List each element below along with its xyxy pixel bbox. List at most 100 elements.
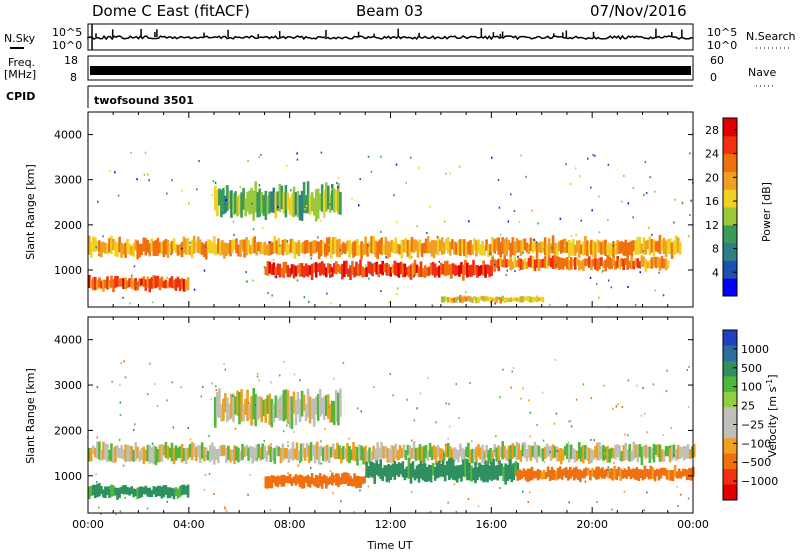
power-speckle xyxy=(367,244,369,247)
power-speckle xyxy=(535,241,538,244)
velocity-cell xyxy=(651,467,655,480)
power-cell xyxy=(570,242,573,256)
power-cell xyxy=(268,191,272,214)
velocity-cell xyxy=(441,460,445,478)
power-cell xyxy=(365,266,368,277)
power-cell xyxy=(219,241,222,256)
velocity-cell xyxy=(304,403,308,422)
velocity-cell xyxy=(358,444,361,461)
power-cell xyxy=(174,243,178,253)
power-speckle xyxy=(658,271,660,274)
power-cell xyxy=(491,297,494,302)
power-cell xyxy=(489,243,492,256)
velocity-cell xyxy=(293,448,297,459)
velocity-cell xyxy=(370,451,373,461)
power-cell xyxy=(513,241,517,256)
velocity-data xyxy=(88,358,696,515)
velocity-cell xyxy=(350,449,353,461)
velocity-speckle xyxy=(688,365,690,368)
velocity-speckle xyxy=(109,487,111,490)
power-cell xyxy=(108,238,111,253)
power-speckle xyxy=(580,219,582,222)
power-speckle xyxy=(246,280,249,283)
velocity-cell xyxy=(286,475,290,484)
velocity-cell xyxy=(363,476,366,484)
power-cell xyxy=(166,240,170,258)
velocity-cell xyxy=(502,466,505,482)
power-speckle xyxy=(365,264,367,267)
velocity-cell xyxy=(292,476,296,484)
velocity-colorbar-tick-label: −25 xyxy=(741,418,764,431)
velocity-speckle xyxy=(444,443,447,446)
velocity-cell xyxy=(530,466,534,481)
velocity-cell xyxy=(440,448,444,462)
velocity-cell xyxy=(480,464,483,481)
velocity-speckle xyxy=(662,434,665,436)
velocity-cell xyxy=(536,469,540,481)
power-cell xyxy=(178,244,182,256)
power-cell xyxy=(164,239,168,255)
power-speckle xyxy=(445,172,447,175)
power-speckle xyxy=(285,164,288,167)
power-speckle xyxy=(579,175,581,178)
velocity-speckle xyxy=(406,398,408,401)
power-cell xyxy=(382,243,385,255)
power-speckle xyxy=(591,209,593,212)
power-cell xyxy=(94,237,97,252)
velocity-speckle xyxy=(320,440,322,443)
power-cell xyxy=(467,241,470,255)
velocity-cell xyxy=(342,446,345,460)
power-cell xyxy=(416,241,420,258)
power-cell xyxy=(312,197,316,216)
velocity-speckle xyxy=(445,402,447,405)
velocity-cell xyxy=(100,486,103,495)
power-cell xyxy=(120,242,123,258)
power-cell xyxy=(543,237,547,256)
velocity-cell xyxy=(386,448,390,463)
power-cell xyxy=(452,263,455,275)
power-cell xyxy=(458,265,461,277)
velocity-cell xyxy=(357,476,360,488)
power-speckle xyxy=(330,302,332,305)
power-cell xyxy=(596,239,599,253)
power-speckle xyxy=(689,214,691,217)
power-cell xyxy=(555,256,559,269)
velocity-cell xyxy=(228,403,231,420)
power-cell xyxy=(636,258,640,268)
power-cell xyxy=(266,195,270,215)
power-cell xyxy=(604,239,607,256)
velocity-cell xyxy=(232,393,235,423)
velocity-speckle xyxy=(171,381,173,384)
velocity-cell xyxy=(661,467,665,476)
power-cell xyxy=(513,297,517,301)
power-cell xyxy=(459,295,462,302)
velocity-cell xyxy=(254,393,257,427)
power-cell xyxy=(456,265,459,276)
power-cell xyxy=(104,242,107,254)
power-cell xyxy=(124,277,127,290)
power-speckle xyxy=(305,205,308,207)
power-cell xyxy=(622,242,625,256)
velocity-speckle xyxy=(666,369,668,372)
velocity-cell xyxy=(214,396,217,428)
power-cell xyxy=(672,240,676,256)
power-speckle xyxy=(144,151,147,154)
power-cell xyxy=(106,243,109,255)
velocity-cell xyxy=(499,447,502,458)
power-cell xyxy=(511,261,515,270)
power-speckle xyxy=(336,181,338,184)
power-cell xyxy=(251,238,254,254)
velocity-panel xyxy=(87,316,694,514)
power-speckle xyxy=(688,235,690,238)
power-cell xyxy=(616,240,619,255)
power-cell xyxy=(110,235,113,255)
power-speckle xyxy=(239,186,241,189)
power-cell xyxy=(260,192,263,214)
velocity-cell xyxy=(504,463,507,485)
power-cell xyxy=(450,263,453,279)
velocity-speckle xyxy=(204,473,207,476)
velocity-cell xyxy=(152,445,156,465)
velocity-speckle xyxy=(211,382,213,385)
velocity-cell xyxy=(247,447,250,461)
